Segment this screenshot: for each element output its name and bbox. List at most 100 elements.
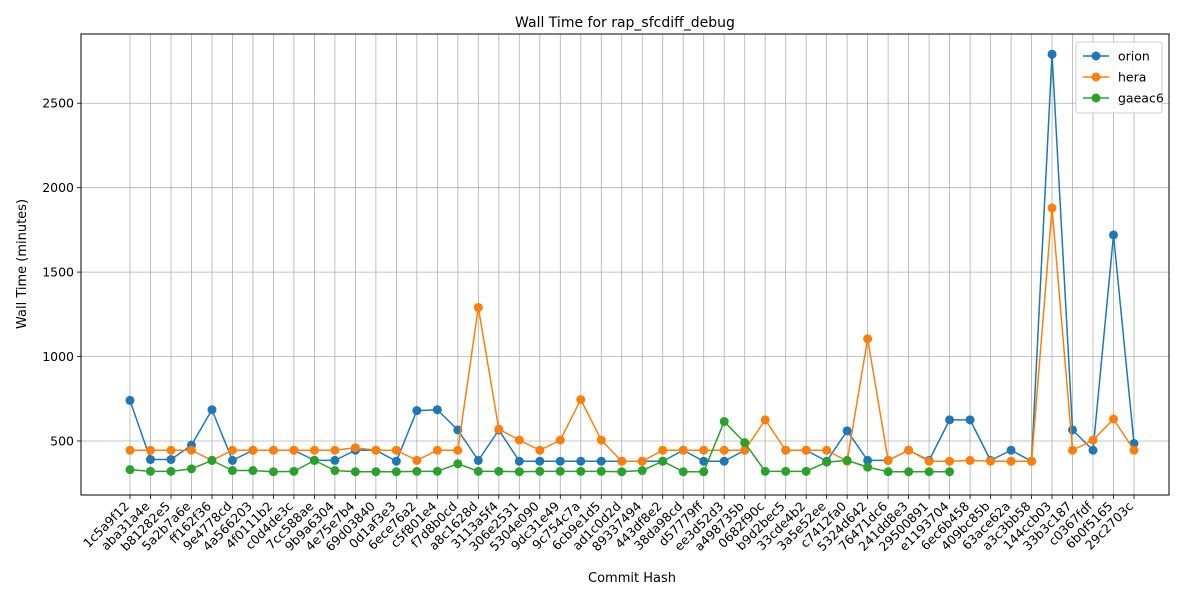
grid xyxy=(81,34,1169,495)
data-point xyxy=(268,467,278,477)
series-layer xyxy=(125,49,1139,477)
data-point xyxy=(699,467,709,477)
data-point xyxy=(494,424,504,434)
data-point xyxy=(924,456,934,466)
data-point xyxy=(453,445,463,455)
data-point xyxy=(432,466,442,476)
series-gaeac6 xyxy=(125,417,955,477)
data-point xyxy=(371,445,381,455)
data-point xyxy=(555,456,565,466)
data-point xyxy=(617,456,627,466)
data-point xyxy=(535,466,545,476)
data-point xyxy=(166,445,176,455)
data-point xyxy=(227,466,237,476)
data-point xyxy=(391,467,401,477)
data-point xyxy=(924,467,934,477)
data-point xyxy=(514,467,524,477)
data-point xyxy=(576,395,586,405)
y-tick-label: 1000 xyxy=(42,349,74,364)
data-point xyxy=(822,445,832,455)
data-point xyxy=(391,445,401,455)
data-point xyxy=(145,455,155,465)
data-point xyxy=(535,456,545,466)
data-point xyxy=(309,445,319,455)
data-point xyxy=(1129,445,1139,455)
data-point xyxy=(412,406,422,416)
data-point xyxy=(781,445,791,455)
data-point xyxy=(904,445,914,455)
data-point xyxy=(248,445,258,455)
data-point xyxy=(678,445,688,455)
data-point xyxy=(842,455,852,465)
data-point xyxy=(637,466,647,476)
data-point xyxy=(1109,230,1119,240)
data-point xyxy=(166,455,176,465)
data-point xyxy=(801,445,811,455)
data-point xyxy=(391,456,401,466)
legend-marker xyxy=(1091,72,1101,82)
series-line xyxy=(785,53,1135,462)
data-point xyxy=(863,462,873,472)
data-point xyxy=(186,464,196,474)
data-point xyxy=(1068,445,1078,455)
data-point xyxy=(473,303,483,313)
data-point xyxy=(781,466,791,476)
data-point xyxy=(883,455,893,465)
legend-marker xyxy=(1091,93,1101,103)
data-point xyxy=(965,455,975,465)
legend-label: orion xyxy=(1118,49,1150,64)
data-point xyxy=(248,466,258,476)
data-point xyxy=(1088,445,1098,455)
data-point xyxy=(863,455,873,465)
y-tick-label: 1500 xyxy=(42,265,74,280)
y-tick-label: 2000 xyxy=(42,180,74,195)
legend-item-orion: orion xyxy=(1083,49,1150,64)
data-point xyxy=(207,405,217,415)
data-point xyxy=(412,466,422,476)
data-point xyxy=(268,445,278,455)
data-point xyxy=(514,435,524,445)
data-point xyxy=(637,456,647,466)
data-point xyxy=(1027,456,1037,466)
data-point xyxy=(740,445,750,455)
data-point xyxy=(658,445,668,455)
data-point xyxy=(719,417,729,427)
data-point xyxy=(596,456,606,466)
data-point xyxy=(330,445,340,455)
data-point xyxy=(494,466,504,476)
data-point xyxy=(699,445,709,455)
data-point xyxy=(863,334,873,344)
data-point xyxy=(576,466,586,476)
x-axis: 1c5a9f12aba31a4eb81282e55a2b7a6eff162f36… xyxy=(80,495,1136,554)
data-point xyxy=(350,467,360,477)
data-point xyxy=(822,457,832,467)
data-point xyxy=(883,467,893,477)
data-point xyxy=(514,456,524,466)
data-point xyxy=(596,466,606,476)
data-point xyxy=(801,466,811,476)
data-point xyxy=(965,415,975,425)
data-point xyxy=(432,445,442,455)
data-point xyxy=(945,456,955,466)
data-point xyxy=(945,415,955,425)
data-point xyxy=(125,395,135,405)
y-axis-label: Wall Time (minutes) xyxy=(15,199,30,329)
data-point xyxy=(125,465,135,475)
data-point xyxy=(555,466,565,476)
data-point xyxy=(145,445,155,455)
data-point xyxy=(986,456,996,466)
data-point xyxy=(1006,456,1016,466)
data-point xyxy=(330,455,340,465)
data-point xyxy=(412,455,422,465)
y-tick-label: 2500 xyxy=(42,96,74,111)
legend-item-hera: hera xyxy=(1083,70,1146,85)
data-point xyxy=(227,455,237,465)
data-point xyxy=(1088,435,1098,445)
data-point xyxy=(678,467,688,477)
data-point xyxy=(145,466,155,476)
data-point xyxy=(309,455,319,465)
legend-item-gaeac6: gaeac6 xyxy=(1083,91,1164,106)
data-point xyxy=(1006,445,1016,455)
data-point xyxy=(186,445,196,455)
